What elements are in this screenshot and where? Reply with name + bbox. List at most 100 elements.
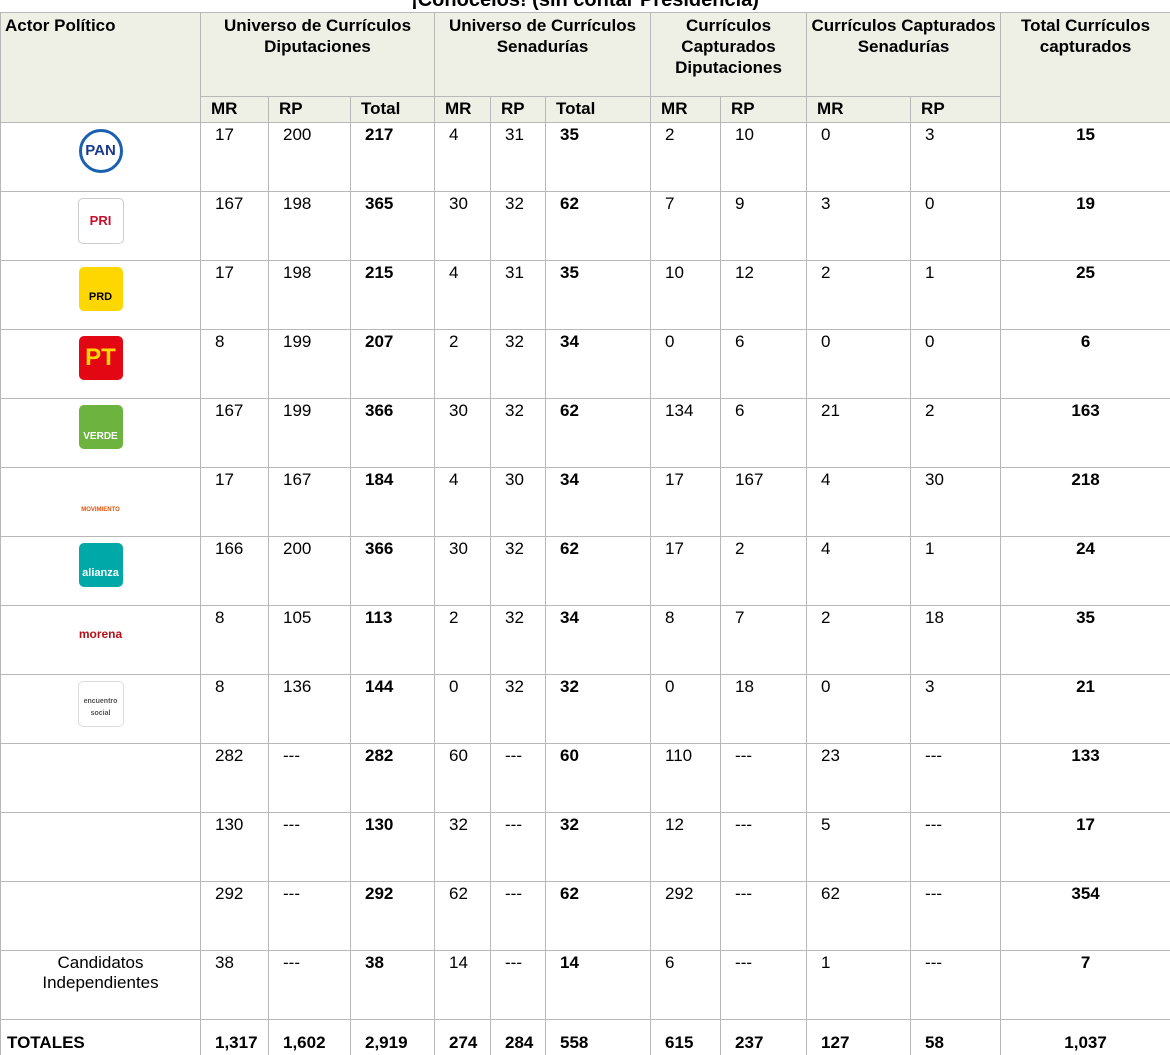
value-cell: 6 bbox=[1000, 329, 1170, 399]
value-cell: --- bbox=[910, 950, 1002, 1020]
value-cell: 2 bbox=[720, 536, 808, 606]
value-cell: 1 bbox=[806, 950, 912, 1020]
actor-cell: MOVIMIENTO CIUDADANO bbox=[0, 467, 201, 537]
table-row: morena 8 105 113 2 32 34 8 7 2 18 35 bbox=[0, 605, 1170, 675]
value-cell: 0 bbox=[806, 674, 912, 744]
value-cell: 6 bbox=[720, 329, 808, 399]
value-cell: 32 bbox=[490, 605, 547, 675]
table-row: Candidatos Independientes 38 --- 38 14 --- 14 6… bbox=[0, 950, 1170, 1020]
value-cell: 23 bbox=[806, 743, 912, 813]
value-cell: --- bbox=[490, 743, 547, 813]
value-cell: 35 bbox=[1000, 605, 1170, 675]
value-cell: 615 bbox=[650, 1019, 722, 1055]
value-cell: 365 bbox=[349, 191, 436, 261]
value-cell: 32 bbox=[490, 329, 547, 399]
value-cell: 32 bbox=[490, 674, 547, 744]
value-cell: 0 bbox=[434, 674, 492, 744]
actor-cell: PRD bbox=[0, 260, 201, 330]
title: ¡Conócelos! (sin contar Presidencia) bbox=[411, 0, 759, 11]
value-cell: 292 bbox=[200, 881, 269, 951]
table-row: PAN 17 200 217 4 31 35 2 10 0 3 15 bbox=[0, 122, 1170, 192]
actor-cell bbox=[0, 743, 201, 813]
value-cell: 38 bbox=[349, 950, 436, 1020]
value-cell: 198 bbox=[268, 191, 351, 261]
party-logo: VERDE bbox=[78, 405, 123, 449]
value-cell: 237 bbox=[720, 1019, 808, 1055]
value-cell: 3 bbox=[910, 674, 1002, 744]
value-cell: 32 bbox=[490, 536, 547, 606]
value-cell: 8 bbox=[200, 674, 269, 744]
value-cell: 34 bbox=[545, 329, 652, 399]
value-cell: 199 bbox=[268, 398, 351, 468]
table-row: VERDE 167 199 366 30 32 62 134 6 21 2 163 bbox=[0, 398, 1170, 468]
value-cell: 4 bbox=[806, 536, 912, 606]
group-header: Universo de Currículos Senadurías bbox=[434, 12, 652, 97]
value-cell: 2 bbox=[650, 122, 722, 192]
value-cell: 113 bbox=[349, 605, 436, 675]
table-row: TOTALES 1,317 1,602 2,919 274 284 558 615 237 127… bbox=[0, 1019, 1170, 1055]
party-logo: MOVIMIENTO CIUDADANO bbox=[78, 474, 123, 518]
value-cell: 18 bbox=[910, 605, 1002, 675]
value-cell: 34 bbox=[545, 467, 652, 537]
value-cell: 25 bbox=[1000, 260, 1170, 330]
value-cell: 30 bbox=[490, 467, 547, 537]
group-header: Currículos Capturados Diputaciones bbox=[650, 12, 808, 97]
actor-cell bbox=[0, 881, 201, 951]
value-cell: 38 bbox=[200, 950, 269, 1020]
subheader: MR bbox=[806, 96, 912, 123]
value-cell: 32 bbox=[490, 398, 547, 468]
subheader: RP bbox=[490, 96, 547, 123]
value-cell: 0 bbox=[806, 329, 912, 399]
value-cell: 134 bbox=[650, 398, 722, 468]
value-cell: 282 bbox=[349, 743, 436, 813]
subheader: MR bbox=[650, 96, 722, 123]
header-row: Actor Político Universo de Currículos Di… bbox=[0, 12, 1170, 123]
value-cell: 366 bbox=[349, 536, 436, 606]
value-cell: --- bbox=[268, 812, 351, 882]
value-cell: 32 bbox=[490, 191, 547, 261]
value-cell: 60 bbox=[434, 743, 492, 813]
value-cell: --- bbox=[720, 881, 808, 951]
value-cell: 127 bbox=[806, 1019, 912, 1055]
value-cell: 32 bbox=[434, 812, 492, 882]
value-cell: 110 bbox=[650, 743, 722, 813]
value-cell: 30 bbox=[434, 191, 492, 261]
value-cell: 3 bbox=[910, 122, 1002, 192]
party-logo: PT bbox=[78, 336, 123, 380]
value-cell: 167 bbox=[720, 467, 808, 537]
subheader: MR bbox=[434, 96, 492, 123]
group-header: Total Currículos capturados bbox=[1000, 12, 1170, 123]
value-cell: 1,037 bbox=[1000, 1019, 1170, 1055]
value-cell: --- bbox=[490, 950, 547, 1020]
value-cell: 58 bbox=[910, 1019, 1002, 1055]
table-body: PAN 17 200 217 4 31 35 2 10 0 3 15 PRI 167 198 365 30 32 6… bbox=[0, 122, 1170, 1055]
value-cell: 17 bbox=[200, 122, 269, 192]
value-cell: 292 bbox=[650, 881, 722, 951]
value-cell: 62 bbox=[545, 536, 652, 606]
value-cell: --- bbox=[490, 812, 547, 882]
value-cell: 4 bbox=[806, 467, 912, 537]
subheader: Total bbox=[545, 96, 652, 123]
value-cell: 167 bbox=[200, 191, 269, 261]
value-cell: 282 bbox=[200, 743, 269, 813]
actor-cell: TOTALES bbox=[0, 1019, 201, 1055]
party-logo: PAN bbox=[78, 129, 123, 173]
value-cell: 62 bbox=[545, 191, 652, 261]
value-cell: 30 bbox=[434, 536, 492, 606]
value-cell: 0 bbox=[650, 674, 722, 744]
value-cell: 17 bbox=[650, 467, 722, 537]
value-cell: 60 bbox=[545, 743, 652, 813]
value-cell: 2 bbox=[806, 605, 912, 675]
value-cell: 6 bbox=[650, 950, 722, 1020]
value-cell: 354 bbox=[1000, 881, 1170, 951]
value-cell: --- bbox=[268, 950, 351, 1020]
value-cell: 198 bbox=[268, 260, 351, 330]
value-cell: 284 bbox=[490, 1019, 547, 1055]
value-cell: 19 bbox=[1000, 191, 1170, 261]
value-cell: 10 bbox=[650, 260, 722, 330]
value-cell: 3 bbox=[806, 191, 912, 261]
value-cell: 62 bbox=[434, 881, 492, 951]
value-cell: 1,602 bbox=[268, 1019, 351, 1055]
actor-cell: PAN bbox=[0, 122, 201, 192]
